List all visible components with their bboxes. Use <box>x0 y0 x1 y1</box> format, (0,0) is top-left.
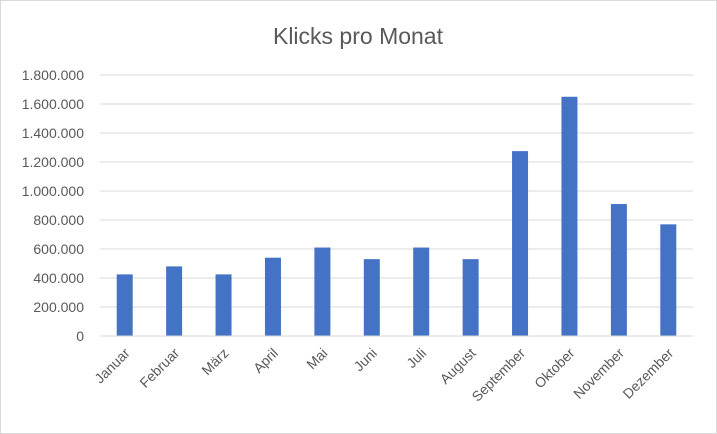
x-tick-label: Juni <box>350 345 379 374</box>
bars <box>116 96 677 336</box>
bar-juni <box>363 259 380 336</box>
gridlines <box>100 74 693 337</box>
bar-märz <box>215 274 232 336</box>
y-tick-label: 1.400.000 <box>22 125 84 141</box>
bar-november <box>610 204 627 336</box>
bar-august <box>462 259 479 336</box>
x-tick-label: August <box>437 345 479 387</box>
x-tick-label: November <box>570 345 627 402</box>
y-tick-label: 1.200.000 <box>22 154 84 170</box>
x-tick-label: Oktober <box>531 345 578 392</box>
y-tick-label: 800.000 <box>33 212 84 228</box>
y-tick-label: 600.000 <box>33 241 84 257</box>
bar-september <box>512 151 529 336</box>
x-tick-label: Juli <box>403 345 429 371</box>
bar-mai <box>314 247 331 336</box>
bar-juli <box>413 247 430 336</box>
y-tick-label: 400.000 <box>33 270 84 286</box>
x-tick-label: April <box>250 345 281 376</box>
y-tick-label: 1.000.000 <box>22 183 84 199</box>
x-tick-label: Mai <box>303 345 330 372</box>
bar-april <box>264 257 281 336</box>
y-tick-label: 1.800.000 <box>22 67 84 83</box>
y-tick-label: 200.000 <box>33 299 84 315</box>
y-tick-label: 0 <box>76 328 84 344</box>
x-tick-label: Januar <box>91 345 133 387</box>
bar-dezember <box>660 224 677 336</box>
x-tick-label: März <box>198 345 231 378</box>
x-axis: Januar Februar März April Mai Juni Juli AugustS… <box>91 335 693 405</box>
x-tick-label: Februar <box>136 345 182 391</box>
x-tick-label: September <box>468 345 528 405</box>
y-axis: 0 200.000 400.000 600.000 800.000 1.000.000 1.… <box>22 67 85 344</box>
bar-februar <box>166 266 183 336</box>
chart-title: Klicks pro Monat <box>273 23 444 49</box>
y-tick-label: 1.600.000 <box>22 96 84 112</box>
x-tick-label: Dezember <box>619 345 676 402</box>
bar-oktober <box>561 96 578 336</box>
bar-januar <box>116 274 133 336</box>
